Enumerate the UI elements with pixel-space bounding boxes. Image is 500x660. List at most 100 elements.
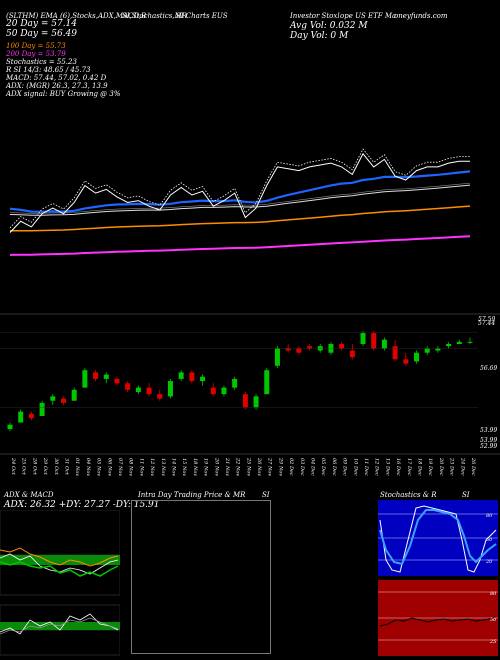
candle-body	[232, 378, 238, 388]
stoch-label: Stochastics = 55.23	[6, 58, 77, 66]
header-indicators: (SLTHM) EMA (6),Stocks,ADX,MACD,B	[6, 12, 147, 20]
date-label: 05 Nov	[96, 458, 102, 476]
date-label: 15 Nov	[181, 458, 187, 476]
date-label: 14 Nov	[171, 458, 177, 476]
candlesticks	[7, 330, 473, 432]
ema200-label: 200 Day = 53.79	[6, 50, 66, 58]
candle-body	[39, 402, 45, 416]
header-indicators-2: SI,Stochastics,MR	[122, 12, 188, 20]
date-label: 20 Dec	[438, 457, 444, 476]
date-label: 07 Nov	[117, 458, 123, 476]
main-price-chart: 24 Oct 25 Oct 28 Oct 29 Oct 30 Oct 31 Oct 01 N…	[0, 148, 500, 476]
ema6-line	[9, 148, 470, 229]
date-label: 24 Oct	[10, 457, 16, 476]
candle-body	[210, 387, 216, 395]
date-label: 01 Nov	[74, 458, 80, 476]
date-label: 10 Dec	[352, 458, 358, 476]
candle-body	[371, 333, 377, 349]
date-label: 05 Dec	[320, 458, 326, 476]
date-label: 19 Dec	[427, 458, 433, 476]
adx-panel-values: ADX: 26.32 +DY: 27.27 -DY: 15.91	[4, 500, 160, 510]
candle-body	[28, 413, 34, 419]
candle-body	[189, 372, 195, 382]
candle-body	[103, 374, 109, 379]
price-grid	[0, 313, 500, 455]
candle-body	[307, 346, 313, 349]
rsi-tick-80: 80	[490, 591, 497, 597]
candle-body	[221, 387, 227, 395]
candle-body	[93, 372, 99, 379]
rsi-label: R SI 14/3: 48.65 / 45.73	[6, 66, 91, 74]
date-label: 19 Nov	[203, 458, 209, 476]
ema20-label: 20 Day = 57.14	[6, 19, 78, 29]
stoch-tick-80: 80	[486, 513, 493, 519]
date-label: 03 Dec	[299, 458, 305, 476]
day-volume: Day Vol: 0 M	[290, 31, 349, 41]
macd-signal-line	[0, 617, 119, 635]
stoch-tick-50: 50	[486, 537, 493, 543]
date-label: 26 Nov	[256, 457, 262, 476]
adx-panel-title: ADX & MACD	[4, 491, 54, 499]
candle-body	[125, 383, 131, 390]
date-label: 20 Nov	[213, 457, 219, 476]
candle-body	[360, 333, 366, 344]
candle-body	[328, 344, 334, 353]
date-label: 18 Dec	[417, 458, 423, 476]
candle-body	[435, 348, 441, 351]
price-tick-mid: 56.69	[480, 365, 498, 372]
date-label: 12 Dec	[374, 458, 380, 476]
candle-body	[135, 387, 141, 392]
rsi-line	[379, 616, 497, 627]
macd-label: MACD: 57.44, 57.02, 0.42 D	[6, 74, 107, 82]
candle-body	[253, 396, 259, 408]
header-fund-name: Investor Stoxl	[290, 12, 340, 20]
rsi-tick-50: 50	[490, 617, 497, 623]
candle-body	[146, 387, 152, 395]
intraday-panel	[131, 500, 271, 654]
stoch-panel-si: SI	[462, 491, 470, 499]
header-site: oneyfunds.com	[394, 12, 448, 20]
candle-body	[414, 352, 420, 362]
candle-body	[456, 341, 462, 344]
candle-body	[242, 394, 248, 408]
candle-body	[18, 411, 24, 423]
adx-line	[0, 547, 119, 567]
date-label: 09 Dec	[342, 458, 348, 476]
date-label: 27 Nov	[267, 457, 273, 476]
candle-body	[200, 376, 206, 382]
stoch-tick-20: 20	[485, 559, 493, 565]
candle-body	[317, 346, 323, 351]
date-label: 16 Dec	[395, 458, 401, 476]
price-tick-top: 57.59	[478, 316, 496, 323]
ema-lines	[9, 148, 471, 256]
date-label: 30 Oct	[53, 458, 59, 476]
ema100-label: 100 Day = 55.73	[6, 42, 66, 50]
candle-body	[71, 389, 77, 401]
date-label: 04 Nov	[85, 458, 91, 476]
date-label: 29 Nov	[277, 457, 283, 476]
candle-body	[157, 394, 163, 399]
macd-line	[0, 613, 119, 635]
date-label: 11 Dec	[363, 458, 369, 476]
avg-volume: Avg Vol: 0.032 M	[290, 21, 368, 31]
date-label: 29 Oct	[42, 457, 48, 476]
plus-dy-line	[0, 553, 119, 575]
date-label: 17 Dec	[406, 458, 412, 476]
candle-body	[114, 378, 120, 384]
candle-body	[339, 344, 345, 349]
candle-body	[274, 348, 280, 366]
close-price-line	[9, 152, 470, 233]
candle-body	[467, 341, 473, 343]
date-label: 31 Oct	[64, 458, 70, 476]
date-axis: 24 Oct 25 Oct 28 Oct 29 Oct 30 Oct 31 Oct 01 N…	[10, 457, 476, 476]
price-tick-low-2: 53.99	[480, 437, 498, 444]
candle-body	[82, 370, 88, 388]
stoch-panel-title: Stochastics & R	[380, 491, 437, 499]
candle-body	[167, 381, 173, 397]
date-label: 12 Nov	[149, 458, 155, 476]
candle-body	[403, 359, 409, 364]
ema200-line	[9, 235, 471, 256]
date-label: 22 Nov	[235, 457, 241, 476]
date-label: 08 Nov	[128, 458, 134, 476]
candle-body	[296, 348, 302, 353]
